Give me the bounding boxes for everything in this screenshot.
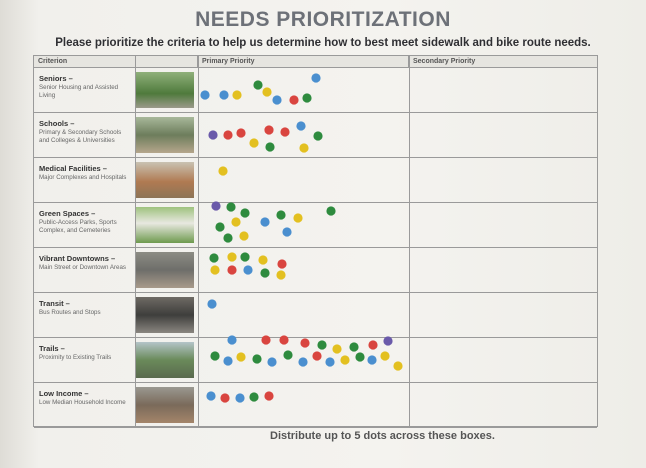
vote-dot xyxy=(283,350,292,359)
vote-dot xyxy=(298,357,307,366)
vote-dot xyxy=(236,352,245,361)
vote-dot xyxy=(239,231,248,240)
vote-dot xyxy=(367,355,376,364)
vote-dot xyxy=(252,354,261,363)
vote-dot xyxy=(300,338,309,347)
vote-dot xyxy=(264,391,273,400)
vote-dot xyxy=(215,222,224,231)
vote-dot xyxy=(210,351,219,360)
vote-dot xyxy=(293,213,302,222)
vote-dot xyxy=(267,357,276,366)
dot-layer xyxy=(0,0,646,468)
vote-dot xyxy=(355,352,364,361)
vote-dot xyxy=(289,95,298,104)
vote-dot xyxy=(227,335,236,344)
vote-dot xyxy=(302,93,311,102)
vote-dot xyxy=(219,90,228,99)
vote-dot xyxy=(280,127,289,136)
vote-dot xyxy=(206,391,215,400)
vote-dot xyxy=(240,252,249,261)
vote-dot xyxy=(227,265,236,274)
vote-dot xyxy=(277,259,286,268)
vote-dot xyxy=(209,253,218,262)
vote-dot xyxy=(223,356,232,365)
vote-dot xyxy=(200,90,209,99)
vote-dot xyxy=(325,357,334,366)
vote-dot xyxy=(261,335,270,344)
vote-dot xyxy=(260,217,269,226)
vote-dot xyxy=(296,121,305,130)
vote-dot xyxy=(223,130,232,139)
vote-dot xyxy=(235,393,244,402)
vote-dot xyxy=(262,87,271,96)
vote-dot xyxy=(317,340,326,349)
vote-dot xyxy=(276,210,285,219)
vote-dot xyxy=(220,393,229,402)
vote-dot xyxy=(299,143,308,152)
vote-dot xyxy=(383,336,392,345)
vote-dot xyxy=(340,355,349,364)
vote-dot xyxy=(253,80,262,89)
vote-dot xyxy=(311,73,320,82)
vote-dot xyxy=(393,361,402,370)
vote-dot xyxy=(332,344,341,353)
vote-dot xyxy=(265,142,274,151)
vote-dot xyxy=(264,125,273,134)
vote-dot xyxy=(368,340,377,349)
vote-dot xyxy=(276,270,285,279)
vote-dot xyxy=(282,227,291,236)
vote-dot xyxy=(236,128,245,137)
vote-dot xyxy=(210,265,219,274)
vote-dot xyxy=(349,342,358,351)
poster: NEEDS PRIORITIZATION Please prioritize t… xyxy=(0,0,646,468)
vote-dot xyxy=(380,351,389,360)
vote-dot xyxy=(313,131,322,140)
vote-dot xyxy=(249,138,258,147)
vote-dot xyxy=(232,90,241,99)
vote-dot xyxy=(231,217,240,226)
vote-dot xyxy=(249,392,258,401)
vote-dot xyxy=(218,166,227,175)
vote-dot xyxy=(243,265,252,274)
vote-dot xyxy=(226,202,235,211)
vote-dot xyxy=(326,206,335,215)
vote-dot xyxy=(207,299,216,308)
vote-dot xyxy=(211,201,220,210)
vote-dot xyxy=(223,233,232,242)
vote-dot xyxy=(312,351,321,360)
vote-dot xyxy=(272,95,281,104)
vote-dot xyxy=(240,208,249,217)
vote-dot xyxy=(258,255,267,264)
vote-dot xyxy=(227,252,236,261)
vote-dot xyxy=(279,335,288,344)
vote-dot xyxy=(208,130,217,139)
vote-dot xyxy=(260,268,269,277)
